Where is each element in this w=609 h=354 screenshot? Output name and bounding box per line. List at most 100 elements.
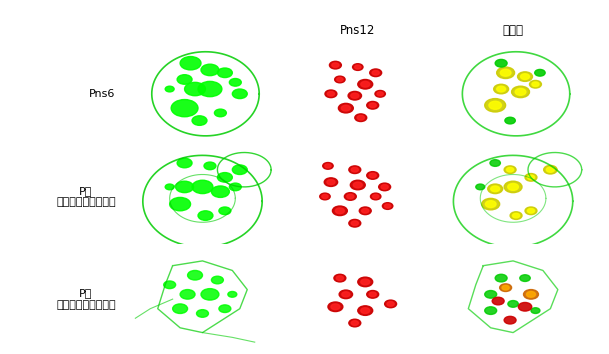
Circle shape [339, 290, 353, 299]
Circle shape [327, 179, 335, 185]
Circle shape [172, 304, 188, 314]
Circle shape [353, 182, 362, 188]
Circle shape [359, 207, 371, 215]
Circle shape [333, 206, 347, 216]
Text: 合体図: 合体図 [502, 24, 524, 37]
Circle shape [513, 213, 519, 218]
Circle shape [527, 175, 535, 179]
Circle shape [342, 292, 350, 297]
Text: P８
（外殻タンパク質）: P８ （外殻タンパク質） [56, 288, 116, 310]
Circle shape [373, 194, 379, 199]
Circle shape [188, 270, 202, 280]
Circle shape [348, 91, 362, 100]
Circle shape [192, 116, 207, 125]
Circle shape [379, 183, 390, 191]
Circle shape [482, 198, 499, 210]
Circle shape [328, 92, 334, 96]
Circle shape [232, 89, 247, 98]
Circle shape [492, 297, 504, 305]
Circle shape [170, 198, 191, 211]
Circle shape [211, 276, 224, 284]
Circle shape [525, 173, 537, 181]
Circle shape [535, 69, 545, 76]
Circle shape [228, 291, 237, 297]
Circle shape [351, 93, 359, 98]
Circle shape [369, 103, 376, 108]
Circle shape [504, 181, 522, 193]
Circle shape [502, 285, 509, 290]
Circle shape [485, 307, 497, 314]
Circle shape [485, 98, 505, 112]
Circle shape [527, 209, 535, 213]
Circle shape [219, 207, 231, 215]
Circle shape [198, 211, 213, 220]
Circle shape [217, 68, 232, 78]
Circle shape [347, 194, 354, 199]
Circle shape [198, 81, 222, 97]
Circle shape [505, 117, 515, 124]
Circle shape [375, 91, 385, 97]
Circle shape [324, 178, 337, 187]
Circle shape [367, 102, 379, 109]
Circle shape [175, 181, 194, 193]
Circle shape [515, 88, 526, 95]
Circle shape [177, 75, 192, 84]
Circle shape [546, 167, 554, 172]
Circle shape [201, 289, 219, 300]
Circle shape [177, 158, 192, 168]
Circle shape [384, 204, 391, 208]
Circle shape [336, 276, 343, 280]
Circle shape [322, 194, 328, 199]
Circle shape [320, 193, 330, 200]
Circle shape [512, 86, 529, 98]
Circle shape [491, 186, 499, 192]
Circle shape [211, 186, 230, 198]
Circle shape [358, 277, 373, 287]
Circle shape [192, 180, 213, 194]
Circle shape [518, 72, 532, 81]
Circle shape [361, 279, 370, 285]
Circle shape [165, 184, 174, 190]
Circle shape [361, 308, 370, 314]
Circle shape [494, 84, 509, 94]
Circle shape [544, 165, 557, 174]
Circle shape [510, 212, 522, 219]
Circle shape [489, 101, 501, 109]
Circle shape [349, 166, 361, 173]
Circle shape [369, 173, 376, 178]
Circle shape [337, 78, 343, 81]
Circle shape [476, 184, 485, 190]
Circle shape [520, 275, 530, 281]
Circle shape [350, 180, 365, 190]
Circle shape [180, 290, 195, 299]
Circle shape [370, 193, 381, 200]
Circle shape [508, 183, 518, 190]
Circle shape [485, 291, 497, 298]
Circle shape [325, 164, 331, 168]
Circle shape [358, 79, 373, 89]
Circle shape [349, 219, 361, 227]
Circle shape [185, 82, 205, 96]
Circle shape [525, 207, 537, 215]
Circle shape [485, 201, 496, 207]
Circle shape [171, 99, 198, 117]
Circle shape [328, 302, 343, 312]
Circle shape [336, 208, 344, 214]
Circle shape [355, 114, 367, 121]
Circle shape [201, 64, 219, 76]
Text: P１
（内殻タンパク質）: P１ （内殻タンパク質） [56, 185, 116, 207]
Circle shape [204, 162, 216, 170]
Circle shape [232, 165, 247, 175]
Circle shape [230, 183, 241, 191]
Circle shape [497, 67, 515, 79]
Circle shape [357, 115, 364, 120]
Circle shape [329, 61, 342, 69]
Circle shape [531, 308, 540, 314]
Circle shape [219, 305, 231, 313]
Circle shape [344, 193, 356, 200]
Circle shape [180, 57, 201, 70]
Circle shape [497, 86, 505, 92]
Circle shape [508, 301, 518, 307]
Circle shape [361, 81, 370, 87]
Circle shape [331, 304, 340, 310]
